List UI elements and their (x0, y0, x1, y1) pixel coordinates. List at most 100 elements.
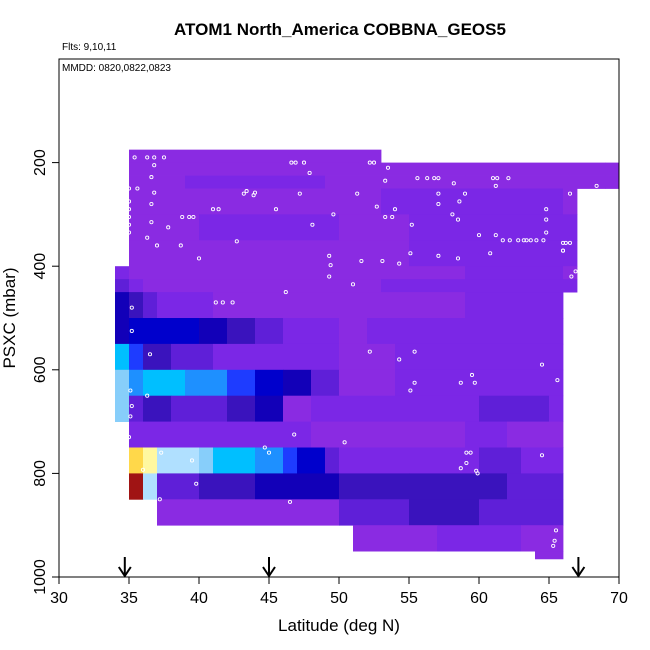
heatmap-cell (199, 473, 256, 500)
heatmap-cell (297, 447, 326, 474)
heatmap-cells (115, 149, 620, 560)
sample-point (412, 380, 417, 385)
heatmap-cell (409, 499, 480, 526)
sample-point (458, 466, 463, 471)
sample-point (178, 243, 183, 248)
heatmap-cell (283, 369, 312, 397)
heatmap-cell (171, 421, 312, 448)
sample-point (544, 217, 549, 222)
heatmap-cell (213, 343, 256, 371)
sample-point (331, 212, 336, 217)
y-tick-label: 1000 (32, 559, 49, 595)
heatmap-cell (129, 162, 382, 176)
heatmap-cell (213, 447, 256, 474)
heatmap-cell (507, 473, 564, 500)
sample-point (135, 186, 140, 191)
sample-point (594, 183, 599, 188)
sample-point (126, 222, 132, 227)
heatmap-cell (129, 175, 186, 189)
sample-point (457, 199, 462, 204)
flight-arrows (117, 557, 586, 578)
sample-point (266, 450, 272, 455)
sample-point (569, 427, 574, 432)
heatmap-cell (129, 266, 382, 280)
heatmap-cell (129, 421, 172, 448)
sample-point (126, 435, 132, 440)
heatmap-cell (157, 447, 172, 474)
heatmap-cell (129, 395, 144, 422)
sample-point (367, 160, 372, 165)
sample-point (472, 380, 477, 385)
sample-point (230, 300, 235, 305)
sample-point (385, 165, 391, 170)
sample-point (147, 352, 153, 357)
sample-point (397, 261, 402, 266)
sample-point (355, 191, 360, 196)
heatmap-cell (521, 447, 564, 474)
heatmap-cell (325, 175, 382, 189)
y-tick-label: 600 (32, 356, 49, 383)
heatmap-cell (143, 369, 186, 397)
heatmap-cell (143, 395, 172, 422)
x-tick-label: 60 (470, 590, 488, 607)
sample-point (464, 450, 469, 455)
heatmap-cell (465, 292, 550, 319)
x-tick-label: 30 (50, 590, 68, 607)
sample-point (327, 274, 332, 279)
heatmap-cell (129, 214, 200, 241)
sample-point (145, 393, 150, 398)
sample-point (579, 274, 584, 279)
heatmap-cell (507, 214, 578, 241)
heatmap-cell (227, 395, 256, 422)
x-tick-label: 45 (260, 590, 278, 607)
sample-point (149, 201, 154, 207)
flights-annotation: Flts: 9,10,11 (62, 42, 117, 53)
sample-point (273, 207, 279, 212)
heatmap-cell (283, 395, 312, 422)
heatmap-cell (311, 318, 340, 345)
sample-point (161, 155, 167, 160)
heatmap-cell (199, 447, 214, 474)
sample-point (371, 160, 377, 165)
sample-point (132, 155, 137, 160)
heatmap-cell (157, 292, 186, 319)
x-tick-label: 65 (540, 590, 558, 607)
heatmap-cell (311, 395, 340, 422)
sample-point (262, 445, 267, 450)
sample-point (126, 230, 132, 235)
heatmap-cell (339, 214, 410, 241)
sample-point (560, 248, 566, 253)
sample-point (425, 176, 430, 181)
sample-point (455, 217, 461, 222)
sample-point (436, 176, 441, 181)
sample-point (464, 460, 469, 466)
heatmap-cell (115, 343, 130, 371)
heatmap-cell (409, 447, 480, 474)
sample-point (194, 481, 199, 486)
sample-point (591, 209, 596, 214)
sample-point (412, 349, 417, 354)
heatmap-cell (395, 369, 466, 397)
heatmap-cell (549, 292, 564, 319)
sample-point (524, 238, 529, 243)
heatmap-cell (549, 343, 564, 371)
sample-point (289, 160, 294, 165)
heatmap-cell (339, 318, 368, 345)
x-tick-label: 40 (190, 590, 208, 607)
sample-point (390, 214, 395, 220)
sample-point (145, 155, 150, 160)
heatmap-cell (143, 473, 158, 500)
heatmap-cell (521, 525, 564, 552)
sample-point (241, 191, 246, 196)
sample-point (500, 238, 505, 243)
heatmap-cell (115, 318, 130, 345)
heatmap-cell (339, 395, 410, 422)
heatmap-cell (143, 343, 172, 371)
sample-point (436, 201, 441, 207)
heatmap-cell (479, 188, 564, 215)
sample-point (154, 243, 160, 248)
heatmap-cell (311, 369, 340, 397)
heatmap-cell (185, 369, 228, 397)
sample-point (191, 214, 196, 220)
